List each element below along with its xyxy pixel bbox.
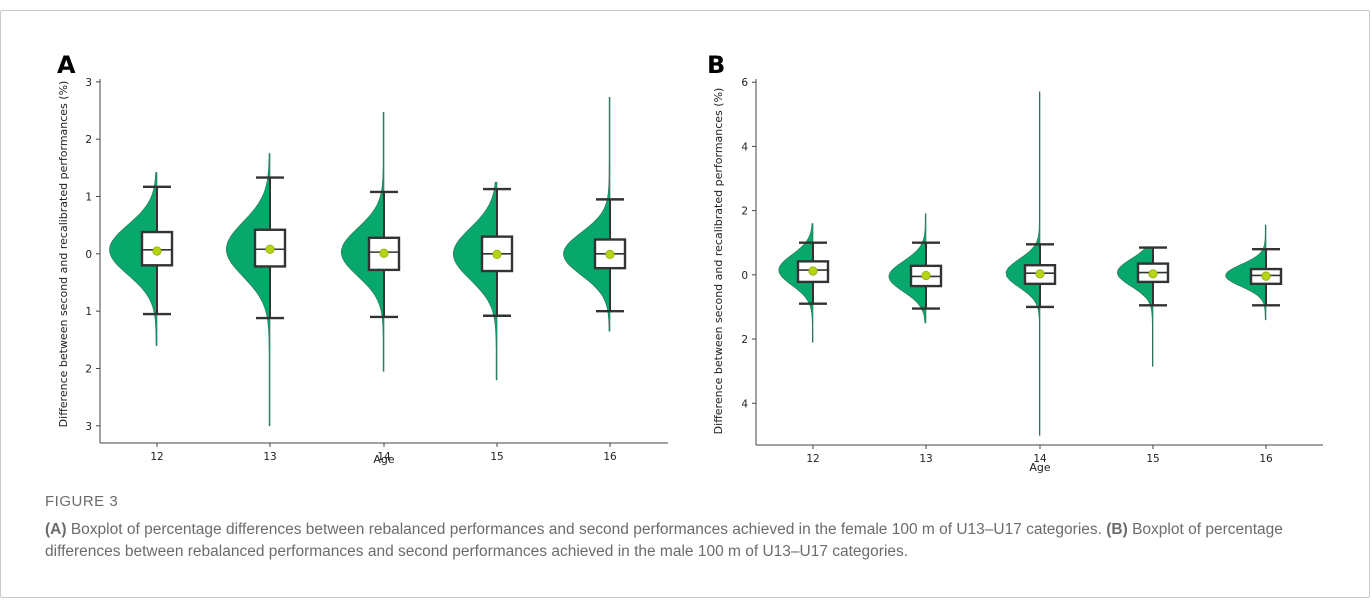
y-tick-label: 3 [85,421,92,433]
panel-a-ylabel: Difference between second and recalibrat… [57,81,70,428]
y-tick-label: 6 [741,77,748,89]
y-tick-label: 3 [85,77,92,89]
violin-age-12 [109,172,158,346]
y-tick-label: 1 [85,192,92,204]
y-tick-label: 2 [741,206,748,218]
x-tick-label: 14 [377,451,391,463]
caption-a-text: Boxplot of percentage differences betwee… [66,521,1107,538]
panel-b-chart: B Difference between second and recalibr… [707,51,1323,474]
y-tick-label: 2 [85,134,92,146]
y-tick-label: 0 [85,249,92,261]
panel-b-label: B [707,51,725,79]
x-tick-label: 16 [1259,453,1273,465]
y-tick-label: 2 [741,334,748,346]
figure-frame: A Difference between second and recalibr… [0,10,1370,598]
mean-marker-15 [1148,269,1158,279]
panel-a-label: A [57,51,76,79]
mean-marker-12 [152,246,162,256]
mean-marker-16 [1261,271,1271,281]
mean-marker-14 [1035,269,1045,279]
x-tick-label: 12 [150,451,163,463]
violin-age-13 [225,153,271,427]
x-tick-label: 14 [1033,453,1047,465]
x-tick-label: 13 [263,451,276,463]
caption-b-text: Boxplot of percentage differences betwee… [45,521,1283,560]
y-tick-label: 0 [741,270,748,282]
y-tick-label: 4 [741,398,748,410]
mean-marker-15 [492,249,502,260]
x-tick-label: 15 [490,451,503,463]
violin-age-15 [452,181,498,381]
caption-b-tag: (B) [1106,521,1128,538]
mean-marker-12 [808,266,818,276]
mean-marker-13 [921,270,931,281]
x-tick-label: 12 [806,453,819,465]
panel-b-ylabel: Difference between second and recalibrat… [712,88,725,435]
violin-age-14 [340,111,385,372]
y-tick-label: 4 [741,141,748,153]
violin-age-13 [888,213,927,324]
violin-age-12 [778,223,814,343]
figure-plots: A Difference between second and recalibr… [57,51,1323,474]
panel-a-chart: A Difference between second and recalibr… [57,51,668,466]
figure-label: FIGURE 3 [45,493,119,510]
panel-b-xlabel: Age [1029,461,1051,474]
panel-b-plot-area: 4 2 0 2 4 6 12 13 14 15 16 [741,77,1323,465]
violin-age-16 [563,96,611,332]
mean-marker-13 [265,244,275,254]
x-tick-label: 16 [603,451,617,463]
caption-a-tag: (A) [45,521,67,538]
violin-age-14 [1005,91,1041,436]
x-tick-label: 15 [1146,453,1159,465]
mean-marker-14 [379,248,389,258]
y-tick-label: 1 [85,306,92,318]
figure-caption: FIGURE 3 (A) Boxplot of percentage diffe… [45,491,1345,563]
panel-a-xlabel: Age [373,453,395,466]
x-tick-label: 13 [919,453,932,465]
mean-marker-16 [605,249,615,260]
y-tick-label: 2 [85,363,92,375]
